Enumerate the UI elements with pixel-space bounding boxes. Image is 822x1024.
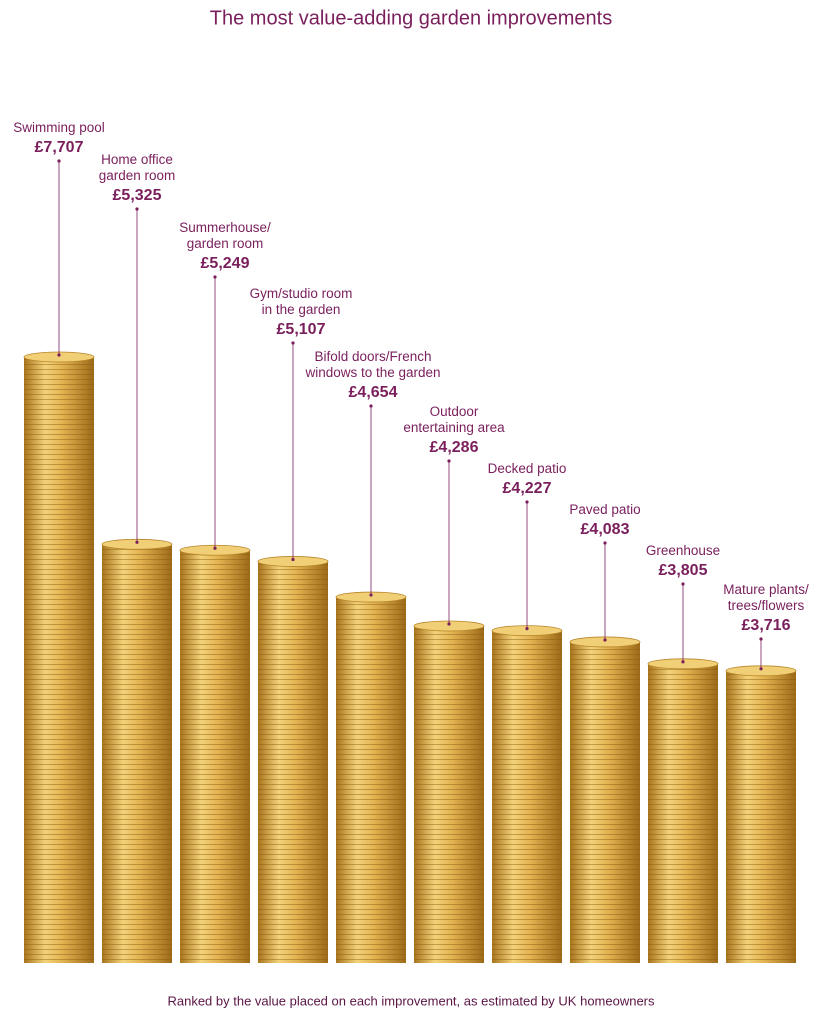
leader-dot	[525, 627, 529, 631]
leader-dot	[681, 582, 685, 586]
leader-dot	[447, 622, 451, 626]
value-label: £7,707	[35, 139, 84, 156]
leader-dot	[57, 159, 61, 163]
value-label: £3,716	[742, 617, 791, 634]
coin-edges	[414, 625, 484, 963]
leader-dot	[603, 541, 607, 545]
leader-dot	[135, 540, 139, 544]
coin-edges	[492, 630, 562, 963]
category-label: Bifold doors/French windows to the garden	[304, 349, 440, 380]
leader-dot	[213, 275, 217, 279]
coin-edges	[180, 550, 250, 963]
category-label: Greenhouse	[646, 543, 720, 558]
value-label: £4,654	[349, 384, 398, 401]
category-label: Decked patio	[488, 461, 567, 476]
leader-dot	[447, 459, 451, 463]
leader-dot	[135, 207, 139, 211]
chart-title: The most value-adding garden improvement…	[210, 7, 612, 29]
footnote: Ranked by the value placed on each impro…	[167, 993, 655, 1008]
category-label: Swimming pool	[13, 120, 105, 135]
leader-dot	[369, 404, 373, 408]
category-label: Mature plants/trees/flowers	[723, 582, 809, 613]
category-label: Outdoor entertaining area	[403, 404, 505, 435]
leader-dot	[681, 660, 685, 664]
coin-edges	[726, 670, 796, 963]
value-label: £5,107	[277, 321, 326, 338]
coin-edges	[336, 597, 406, 963]
leader-dot	[291, 557, 295, 562]
coin-edges	[24, 357, 94, 963]
coin-edges	[258, 561, 328, 963]
leader-dot	[213, 546, 217, 550]
coin-edges	[648, 663, 718, 963]
leader-dot	[759, 667, 763, 671]
leader-dot	[291, 341, 295, 345]
value-label: £3,805	[659, 562, 708, 579]
leader-dot	[369, 593, 373, 597]
leader-dot	[603, 638, 607, 642]
value-label: £5,325	[113, 187, 162, 204]
value-label: £5,249	[201, 255, 250, 272]
leader-dot	[525, 500, 529, 504]
value-label: £4,227	[503, 480, 552, 497]
leader-dot	[57, 353, 61, 357]
category-label: Home office garden room	[99, 152, 176, 183]
leader-dot	[759, 637, 763, 641]
value-label: £4,286	[430, 439, 479, 456]
value-label: £4,083	[581, 521, 630, 538]
coin-edges	[570, 641, 640, 963]
category-label: Gym/studio room in the garden	[250, 286, 353, 317]
category-label: Summerhouse/garden room	[179, 220, 271, 251]
category-label: Paved patio	[569, 502, 640, 517]
coin-edges	[102, 544, 172, 963]
